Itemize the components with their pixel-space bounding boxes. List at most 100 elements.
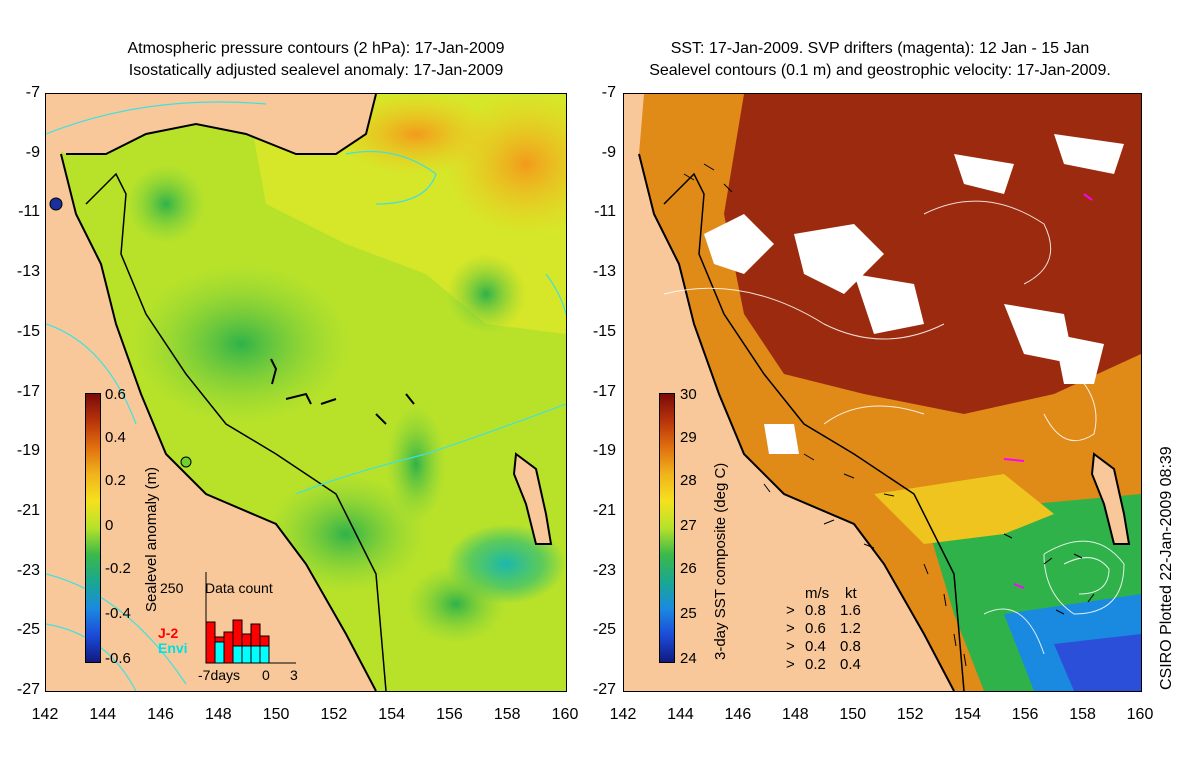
y-tick-label: -25: [592, 621, 616, 639]
velocity-legend-ms: 0.2: [805, 656, 826, 673]
y-tick-label: -27: [592, 681, 616, 698]
x-tick-label: 148: [781, 706, 809, 723]
velocity-legend-arrow: >: [786, 602, 795, 619]
inset-envi-label: Envi: [158, 640, 188, 656]
sst-cb-26: 26: [680, 560, 697, 577]
y-tick-label: -27: [16, 681, 40, 698]
cb-label-neg0.4: -0.4: [105, 605, 131, 622]
x-tick-label: 152: [896, 706, 924, 723]
inset-xlabel-mid: 0: [262, 667, 270, 683]
sst-cb-25: 25: [680, 605, 697, 622]
x-tick-label: 146: [724, 706, 752, 723]
histogram-bars: [205, 619, 270, 664]
y-tick-label: -21: [16, 501, 40, 519]
velocity-legend-ms: 0.6: [805, 620, 826, 637]
cb-label-0.4: 0.4: [105, 429, 126, 446]
velocity-legend-kt: 0.8: [840, 638, 861, 655]
new-caledonia: [512, 452, 553, 545]
velocity-legend-kt: 0.4: [840, 656, 861, 673]
sst-cb-30: 30: [680, 386, 697, 403]
coral-reefs: [270, 358, 415, 425]
x-tick-label: 150: [262, 706, 290, 723]
velocity-legend-ms: 0.4: [805, 638, 826, 655]
x-tick-label: 156: [436, 706, 463, 723]
x-tick-label: 142: [609, 706, 637, 723]
velocity-legend-arrow: >: [786, 656, 795, 673]
cloud-gaps: [704, 134, 1124, 454]
sealevel-contours: [663, 200, 1125, 655]
y-tick-label: -7: [25, 84, 40, 101]
coastline: [66, 94, 377, 155]
x-tick-label: 156: [1011, 706, 1039, 723]
sealevel-anomaly-field: [46, 94, 566, 691]
new-caledonia-right: [1090, 452, 1131, 545]
inset-j2-label: J-2: [158, 625, 179, 641]
right-title-line2: Sealevel contours (0.1 m) and geostrophi…: [649, 62, 1111, 79]
y-tick-label: -7: [601, 84, 616, 101]
x-tick-label: 158: [1069, 706, 1096, 723]
sst-colorbar: [659, 393, 675, 663]
plotted-footer: CSIRO Plotted 22-Jan-2009 08:39: [1158, 446, 1175, 690]
left-title-line1: Atmospheric pressure contours (2 hPa): 1…: [127, 40, 505, 57]
y-tick-label: -13: [16, 263, 40, 281]
y-tick-label: -25: [16, 621, 40, 639]
cb-label-0.6: 0.6: [105, 386, 126, 403]
y-tick-label: -23: [592, 561, 616, 579]
cb-label-neg0.2: -0.2: [105, 560, 131, 577]
inset-title: Data count: [205, 580, 273, 596]
pressure-contours: [46, 101, 566, 691]
data-count-inset: [205, 572, 296, 664]
velocity-arrows: [683, 163, 1095, 667]
y-tick-label: -19: [592, 442, 616, 460]
x-tick-label: 160: [1126, 706, 1154, 723]
x-tick-label: 150: [839, 706, 867, 723]
sst-colorbar-title: 3-day SST composite (deg C): [712, 462, 729, 660]
y-tick-label: -15: [16, 322, 40, 340]
x-tick-label: 154: [954, 706, 981, 723]
cb-label-0: 0: [105, 517, 114, 534]
x-tick-label: 158: [493, 706, 521, 723]
cb-label-0.2: 0.2: [105, 472, 126, 489]
sst-cb-27: 27: [680, 517, 697, 534]
right-title-line1: SST: 17-Jan-2009. SVP drifters (magenta)…: [670, 40, 1090, 57]
australia-land: [46, 154, 376, 691]
left-title-line2: Isostatically adjusted sealevel anomaly:…: [128, 62, 504, 79]
y-tick-label: -23: [16, 561, 40, 579]
inset-xlabel-right: 3: [290, 667, 298, 683]
x-tick-label: 146: [147, 706, 174, 723]
australia-land-right: [624, 154, 954, 691]
sst-map: [623, 93, 1142, 692]
sst-cb-24: 24: [680, 650, 697, 667]
sst-cb-28: 28: [680, 472, 697, 489]
sealevel-colorbar-title: Sealevel anomaly (m): [143, 466, 160, 612]
svp-drifters: [1003, 193, 1093, 589]
x-tick-label: 148: [204, 706, 232, 723]
x-tick-label: 160: [551, 706, 579, 723]
velocity-legend-ms: 0.8: [805, 602, 826, 619]
y-tick-label: -9: [601, 143, 616, 161]
x-tick-label: 154: [378, 706, 405, 723]
velocity-legend-kt: 1.2: [840, 620, 861, 637]
sst-cb-29: 29: [680, 429, 697, 446]
new-guinea-land: [46, 94, 376, 154]
velocity-legend-header-kt: kt: [845, 585, 857, 602]
y-tick-label: -17: [16, 382, 40, 400]
velocity-legend-arrow: >: [786, 638, 795, 655]
y-tick-label: -11: [18, 203, 40, 221]
sealevel-anomaly-map: [45, 93, 567, 692]
y-tick-label: -9: [25, 143, 40, 161]
sst-field: [624, 94, 1141, 691]
sealevel-colorbar: [85, 393, 101, 663]
inset-ymax: 250: [160, 580, 184, 596]
y-tick-label: -19: [16, 442, 40, 460]
y-tick-label: -13: [592, 263, 616, 281]
cb-label-neg0.6: -0.6: [105, 650, 131, 667]
x-tick-label: 142: [31, 706, 59, 723]
y-tick-label: -11: [594, 203, 616, 221]
velocity-legend-kt: 1.6: [840, 602, 861, 619]
x-tick-label: 152: [320, 706, 348, 723]
station-marker: [49, 197, 63, 211]
inset-xlabel-left: -7days: [198, 667, 241, 683]
y-tick-label: -17: [592, 382, 616, 400]
velocity-legend-arrow: >: [786, 620, 795, 637]
